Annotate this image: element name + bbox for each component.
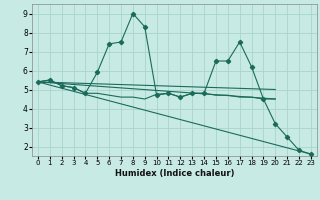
X-axis label: Humidex (Indice chaleur): Humidex (Indice chaleur) bbox=[115, 169, 234, 178]
